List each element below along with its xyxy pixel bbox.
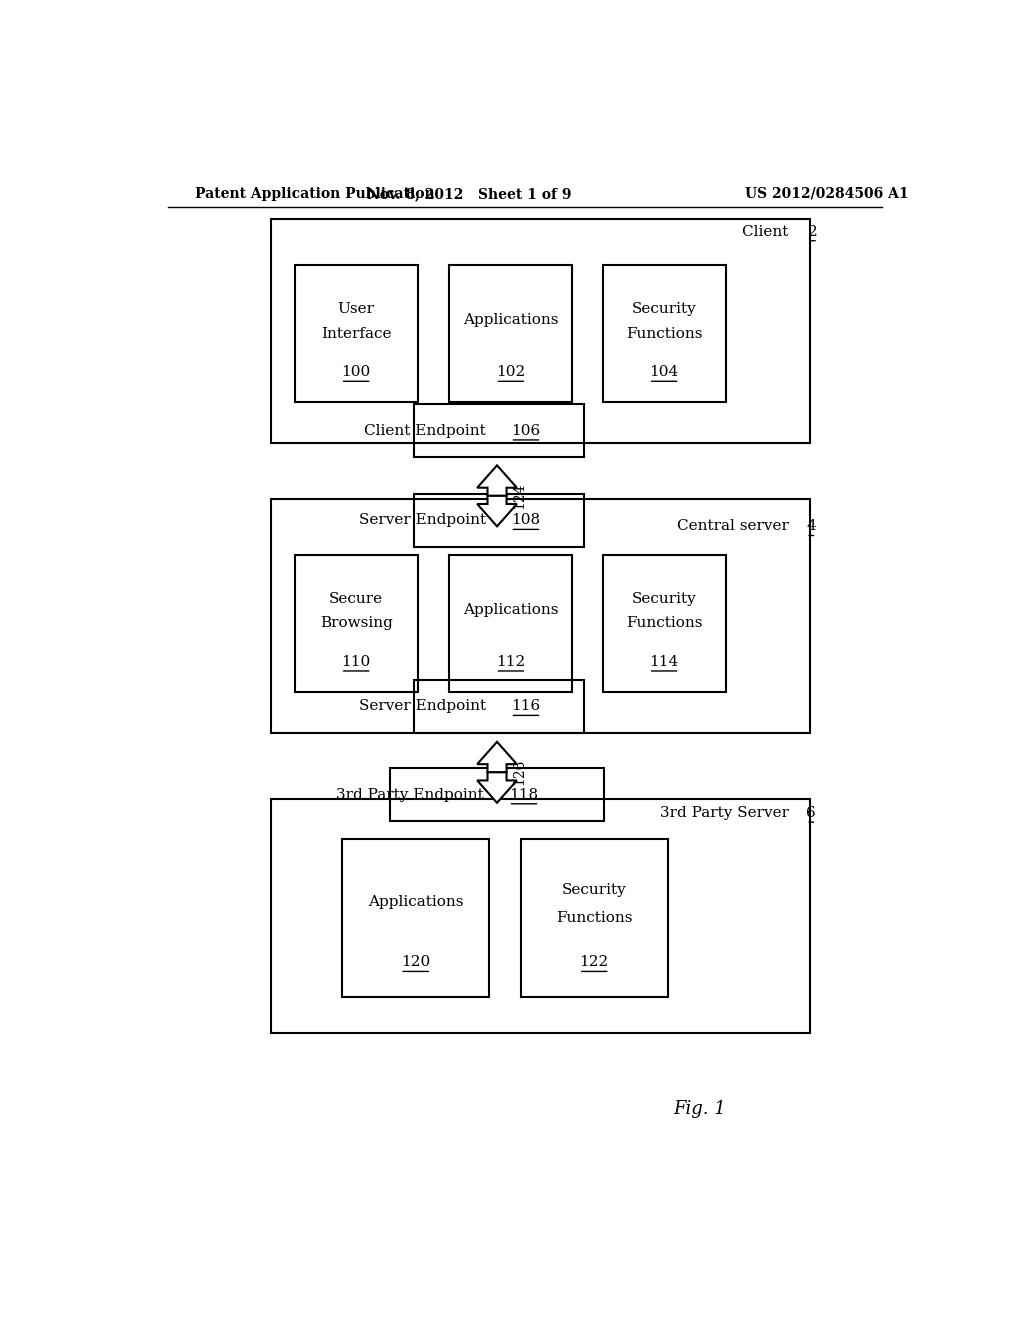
Bar (521, 840, 668, 997)
Text: 3rd Party Server: 3rd Party Server (659, 807, 799, 820)
Bar (602, 265, 726, 403)
Bar (414, 680, 585, 733)
Text: 4: 4 (807, 519, 816, 533)
Text: 3rd Party Endpoint: 3rd Party Endpoint (337, 788, 489, 801)
Text: Security: Security (562, 883, 627, 896)
Text: Server Endpoint: Server Endpoint (359, 513, 492, 527)
Bar (602, 554, 726, 692)
Text: 112: 112 (497, 655, 525, 669)
Text: 110: 110 (342, 655, 371, 669)
Text: 106: 106 (511, 424, 541, 438)
Text: Functions: Functions (626, 616, 702, 631)
Text: 124: 124 (512, 483, 526, 510)
Text: 122: 122 (580, 956, 609, 969)
Text: 100: 100 (342, 366, 371, 379)
Text: Server Endpoint: Server Endpoint (359, 700, 492, 713)
Text: 104: 104 (649, 366, 679, 379)
Text: Security: Security (632, 591, 696, 606)
Text: Interface: Interface (321, 327, 391, 341)
Text: US 2012/0284506 A1: US 2012/0284506 A1 (744, 187, 908, 201)
Bar (450, 554, 572, 692)
Text: 6: 6 (807, 807, 816, 820)
FancyArrow shape (477, 496, 517, 527)
Bar (295, 265, 418, 403)
Bar (342, 840, 489, 997)
Text: 102: 102 (497, 366, 525, 379)
Bar (390, 768, 604, 821)
Text: Fig. 1: Fig. 1 (673, 1100, 726, 1118)
Text: Functions: Functions (556, 911, 633, 925)
Bar (414, 404, 585, 457)
Text: 114: 114 (649, 655, 679, 669)
Bar (270, 219, 811, 444)
Bar (270, 499, 811, 733)
Text: 118: 118 (510, 788, 539, 801)
Bar (414, 494, 585, 546)
Text: Applications: Applications (463, 313, 559, 327)
Text: 2: 2 (808, 224, 818, 239)
Text: Functions: Functions (626, 327, 702, 341)
Text: 108: 108 (511, 513, 541, 527)
Text: Secure: Secure (329, 591, 383, 606)
FancyArrow shape (477, 466, 517, 496)
Text: 120: 120 (401, 956, 430, 969)
FancyArrow shape (477, 772, 517, 803)
Text: Patent Application Publication: Patent Application Publication (196, 187, 435, 201)
Text: Nov. 8, 2012   Sheet 1 of 9: Nov. 8, 2012 Sheet 1 of 9 (367, 187, 571, 201)
Text: 126: 126 (512, 759, 526, 785)
Bar (295, 554, 418, 692)
Text: User: User (338, 302, 375, 315)
Text: Central server: Central server (677, 519, 799, 533)
Text: Applications: Applications (463, 603, 559, 616)
Text: Applications: Applications (368, 895, 464, 909)
Bar (450, 265, 572, 403)
Bar (270, 799, 811, 1032)
Text: Client Endpoint: Client Endpoint (365, 424, 492, 438)
FancyArrow shape (477, 742, 517, 772)
Text: 116: 116 (511, 700, 541, 713)
Text: Browsing: Browsing (319, 616, 392, 631)
Text: Client: Client (742, 224, 799, 239)
Text: Security: Security (632, 302, 696, 315)
